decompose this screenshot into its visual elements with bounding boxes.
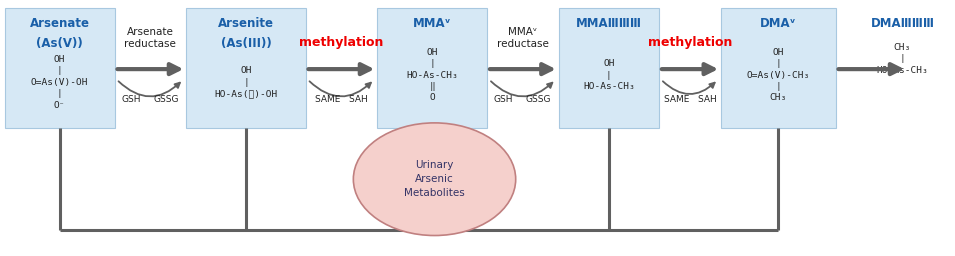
Text: DMAᵛ: DMAᵛ bbox=[760, 17, 796, 30]
Text: GSH: GSH bbox=[494, 95, 513, 104]
FancyBboxPatch shape bbox=[559, 8, 659, 128]
FancyBboxPatch shape bbox=[5, 8, 115, 128]
Text: OH
|
O=As(V)-CH₃
|
CH₃: OH | O=As(V)-CH₃ | CH₃ bbox=[747, 48, 810, 102]
Text: OH
|
HO-As-CH₃: OH | HO-As-CH₃ bbox=[583, 59, 635, 91]
Text: Arsenate
reductase: Arsenate reductase bbox=[124, 27, 177, 49]
Text: OH
|
HO-As-CH₃
‖
O: OH | HO-As-CH₃ ‖ O bbox=[406, 48, 458, 102]
Text: Arsenate: Arsenate bbox=[30, 17, 90, 30]
Text: GSH: GSH bbox=[121, 95, 140, 104]
Text: MMAᵛ
reductase: MMAᵛ reductase bbox=[497, 27, 549, 49]
Text: MMAᵛ: MMAᵛ bbox=[413, 17, 452, 30]
Text: methylation: methylation bbox=[647, 36, 732, 49]
Ellipse shape bbox=[353, 123, 516, 236]
Text: OH
|
HO-As(Ⅲ)-OH: OH | HO-As(Ⅲ)-OH bbox=[214, 66, 278, 98]
Text: Arsenite: Arsenite bbox=[218, 17, 274, 30]
FancyBboxPatch shape bbox=[186, 8, 306, 128]
Text: DMAⅢⅢⅢ: DMAⅢⅢⅢ bbox=[870, 17, 935, 30]
Text: (As(V)): (As(V)) bbox=[36, 37, 83, 50]
Text: Urinary
Arsenic
Metabolites: Urinary Arsenic Metabolites bbox=[404, 160, 465, 198]
Text: SAME   SAH: SAME SAH bbox=[664, 95, 716, 104]
Text: OH
|
O=As(V)-OH
|
O⁻: OH | O=As(V)-OH | O⁻ bbox=[31, 55, 89, 110]
Text: (As(III)): (As(III)) bbox=[221, 37, 271, 50]
Text: methylation: methylation bbox=[299, 36, 384, 49]
Text: GSSG: GSSG bbox=[525, 95, 551, 104]
Text: CH₃
|
HO=As-CH₃: CH₃ | HO=As-CH₃ bbox=[877, 43, 928, 75]
Text: SAME   SAH: SAME SAH bbox=[315, 95, 368, 104]
Text: GSSG: GSSG bbox=[153, 95, 179, 104]
FancyBboxPatch shape bbox=[377, 8, 487, 128]
Text: MMAⅢⅢⅢ: MMAⅢⅢⅢ bbox=[576, 17, 642, 30]
FancyBboxPatch shape bbox=[721, 8, 836, 128]
